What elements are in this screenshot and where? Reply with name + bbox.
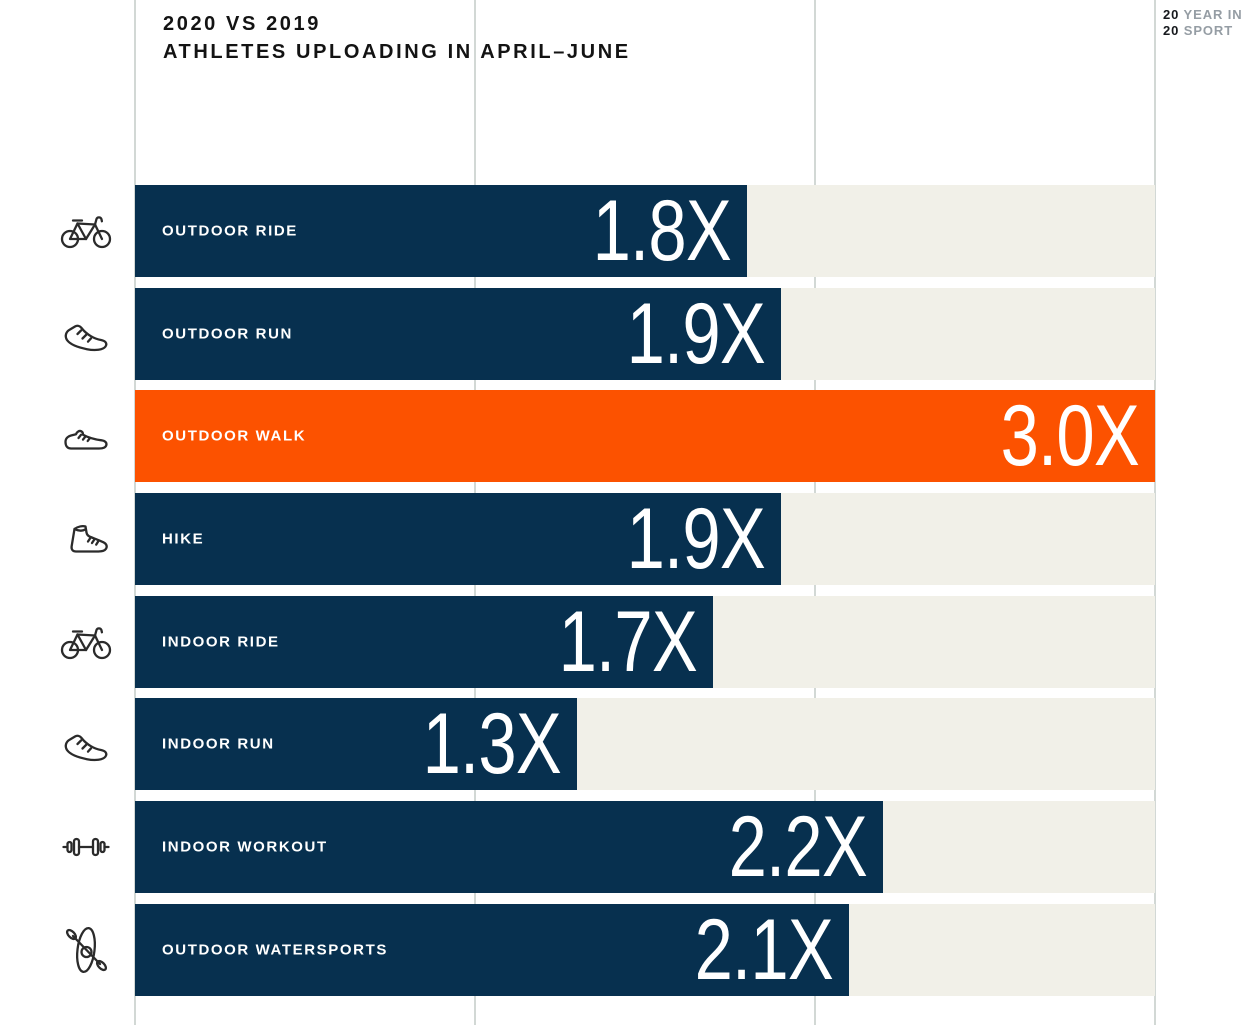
chart-row: OUTDOOR WATERSPORTS 2.1X [0, 901, 1250, 998]
bar-category-label: INDOOR RUN [162, 735, 275, 753]
chart-row: INDOOR RIDE 1.7X [0, 593, 1250, 690]
walking-shoe-icon [59, 420, 113, 452]
bar-track: OUTDOOR WALK 3.0X [135, 388, 1155, 485]
logo-line1-text: YEAR IN [1183, 7, 1243, 22]
chart-row: INDOOR RUN 1.3X [0, 696, 1250, 793]
bar: INDOOR WORKOUT 2.2X [135, 799, 883, 896]
bar: INDOOR RIDE 1.7X [135, 593, 713, 690]
chart-title-line1: 2020 VS 2019 [163, 13, 321, 35]
logo-line1-number: 20 [1163, 7, 1180, 22]
bar-category-label: INDOOR RIDE [162, 633, 280, 651]
road-bike-icon [59, 213, 113, 249]
bar-track: OUTDOOR RIDE 1.8X [135, 185, 1155, 277]
bar-category-label: OUTDOOR WALK [162, 427, 307, 445]
bar-category-label: OUTDOOR WATERSPORTS [162, 941, 388, 959]
running-shoe-icon [59, 724, 113, 764]
bar: OUTDOOR WALK 3.0X [135, 388, 1155, 485]
road-bike-icon [59, 624, 113, 660]
dumbbell-icon [59, 836, 113, 858]
gridline [1154, 0, 1156, 1025]
year-in-sport-logo: 20 YEAR IN 20 SPORT [1163, 7, 1243, 38]
bar: OUTDOOR WATERSPORTS 2.1X [135, 901, 849, 998]
bar-value-label: 2.1X [694, 901, 834, 998]
chart-title: 2020 VS 2019 ATHLETES UPLOADING IN APRIL… [163, 10, 631, 66]
bar: OUTDOOR RUN 1.9X [135, 285, 781, 382]
bar-value-label: 1.3X [422, 696, 562, 793]
bar-value-label: 2.2X [728, 799, 868, 896]
bar-track: OUTDOOR WATERSPORTS 2.1X [135, 901, 1155, 998]
hiking-boot-icon [59, 520, 113, 558]
bar-category-label: INDOOR WORKOUT [162, 838, 328, 856]
logo-line2: 20 SPORT [1163, 23, 1243, 39]
kayak-icon [59, 920, 113, 980]
chart-row: OUTDOOR RUN 1.9X [0, 285, 1250, 382]
chart-row: HIKE 1.9X [0, 491, 1250, 588]
running-shoe-icon [59, 314, 113, 354]
bar: INDOOR RUN 1.3X [135, 696, 577, 793]
bar-category-label: OUTDOOR RUN [162, 325, 293, 343]
bar-value-label: 3.0X [1000, 388, 1140, 485]
bar: HIKE 1.9X [135, 491, 781, 588]
logo-line1: 20 YEAR IN [1163, 7, 1243, 23]
bar-category-label: HIKE [162, 530, 205, 548]
bar: OUTDOOR RIDE 1.8X [135, 185, 747, 277]
chart-row: OUTDOOR RIDE 1.8X [0, 185, 1250, 277]
bar-track: INDOOR WORKOUT 2.2X [135, 799, 1155, 896]
bar-value-label: 1.9X [626, 491, 766, 588]
bar-track: HIKE 1.9X [135, 491, 1155, 588]
bar-value-label: 1.7X [558, 593, 698, 690]
bar-value-label: 1.9X [626, 285, 766, 382]
bar-track: OUTDOOR RUN 1.9X [135, 285, 1155, 382]
bar-value-label: 1.8X [592, 183, 732, 279]
bar-chart: OUTDOOR RIDE 1.8X OUTDOOR RUN 1.9X [0, 185, 1250, 1007]
bar-track: INDOOR RIDE 1.7X [135, 593, 1155, 690]
bar-category-label: OUTDOOR RIDE [162, 222, 298, 240]
chart-row: INDOOR WORKOUT 2.2X [0, 799, 1250, 896]
logo-line2-text: SPORT [1183, 22, 1234, 38]
logo-line2-number: 20 [1163, 22, 1180, 38]
bar-track: INDOOR RUN 1.3X [135, 696, 1155, 793]
chart-title-line2: ATHLETES UPLOADING IN APRIL–JUNE [163, 41, 631, 63]
chart-row: OUTDOOR WALK 3.0X [0, 388, 1250, 485]
